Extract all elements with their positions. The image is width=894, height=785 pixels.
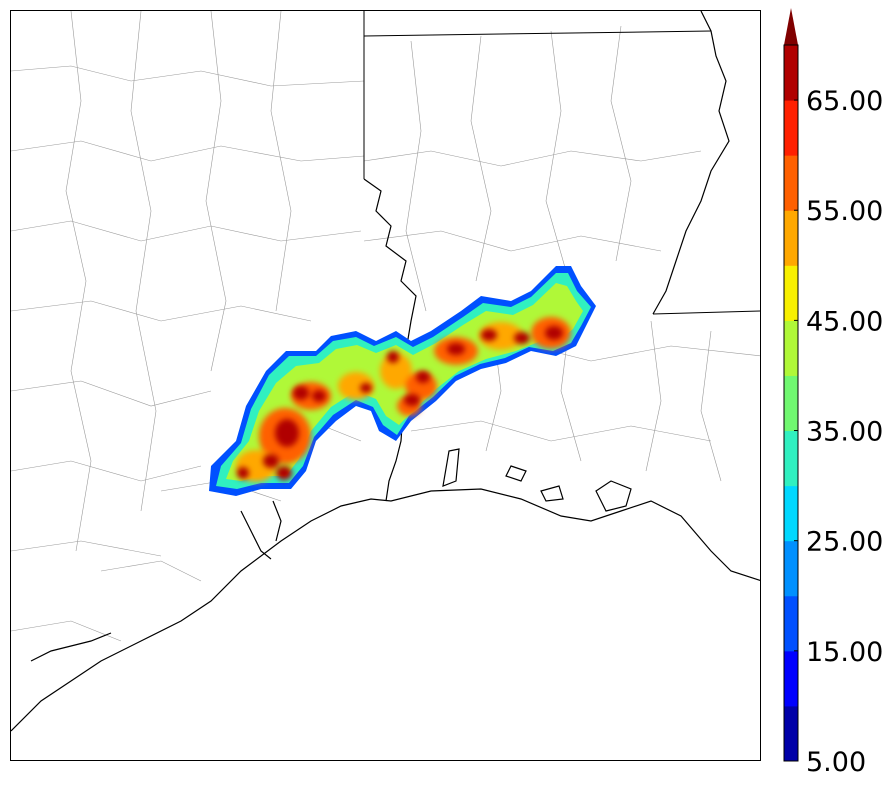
precip-core bbox=[514, 332, 530, 344]
colorbar-band bbox=[784, 320, 798, 376]
colorbar-band bbox=[784, 485, 798, 542]
precip-core bbox=[481, 329, 497, 341]
colorbar-extend-arrow bbox=[784, 8, 798, 45]
precip-core bbox=[387, 351, 399, 363]
precip-cell bbox=[380, 353, 412, 389]
colorbar-band bbox=[784, 155, 798, 211]
colorbar-band bbox=[784, 265, 798, 321]
colorbar-band bbox=[784, 705, 798, 762]
colorbar-band bbox=[784, 595, 798, 652]
precip-cell bbox=[338, 372, 374, 400]
coastline bbox=[11, 11, 760, 732]
precip-core bbox=[545, 326, 563, 340]
colorbar-band bbox=[784, 375, 798, 432]
colorbar-tick-label: 35.00 bbox=[806, 417, 883, 448]
colorbar-tick-label: 45.00 bbox=[806, 306, 883, 337]
colorbar-tick-label: 65.00 bbox=[806, 86, 883, 117]
colorbar-ticks: 5.00 15.00 25.00 35.00 45.00 55.00 65.00 bbox=[794, 86, 883, 778]
precipitation-field[interactable] bbox=[209, 266, 596, 496]
precip-core bbox=[293, 386, 309, 400]
colorbar-band bbox=[784, 540, 798, 597]
colorbar-band bbox=[784, 650, 798, 707]
precip-core bbox=[237, 467, 249, 479]
precip-core bbox=[404, 394, 420, 406]
precip-cell bbox=[479, 322, 523, 350]
colorbar-band bbox=[784, 100, 798, 156]
map-panel[interactable] bbox=[10, 10, 761, 761]
precip-core bbox=[360, 383, 372, 393]
precip-core bbox=[312, 390, 326, 402]
colorbar-tick-label: 25.00 bbox=[806, 527, 883, 558]
colorbar-tick-label: 55.00 bbox=[806, 196, 883, 227]
colorbar-tick-label: 5.00 bbox=[806, 747, 866, 778]
county-boundaries bbox=[11, 11, 760, 642]
precip-core bbox=[275, 419, 299, 447]
precip-core bbox=[263, 454, 279, 468]
colorbar-tick-label: 15.00 bbox=[806, 637, 883, 668]
colorbar-band bbox=[784, 430, 798, 487]
state-boundaries bbox=[363, 11, 760, 315]
colorbar-outline bbox=[783, 44, 799, 762]
colorbar-bands bbox=[784, 45, 798, 762]
precip-core bbox=[416, 371, 430, 383]
precip-core bbox=[276, 466, 292, 480]
colorbar-band bbox=[784, 45, 798, 101]
map-canvas[interactable] bbox=[11, 11, 761, 761]
colorbar-band bbox=[784, 210, 798, 266]
precip-core bbox=[447, 343, 465, 355]
